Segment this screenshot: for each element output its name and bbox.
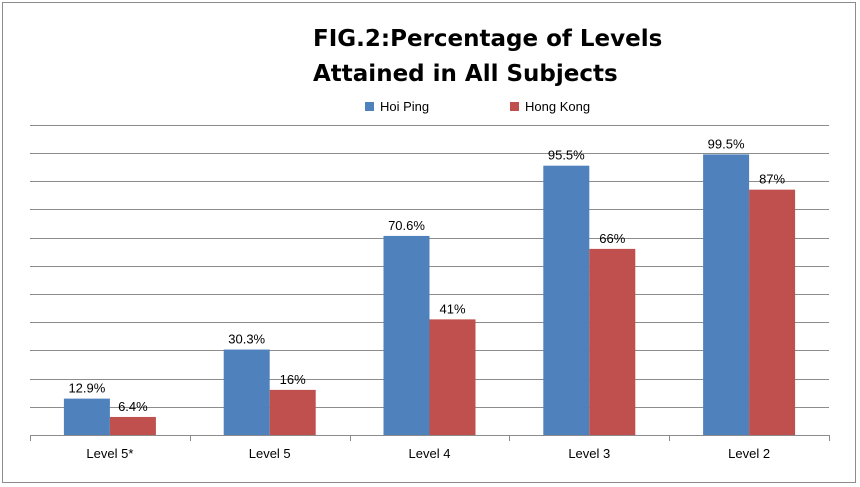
data-label-hong-kong-level-2: 87% [759, 172, 785, 187]
bar-hong-kong-level-2 [749, 189, 796, 435]
legend-item-hong-kong: Hong Kong [510, 99, 590, 114]
data-label-hoi-ping-level-4: 70.6% [388, 218, 425, 233]
bar-hong-kong-level-4 [429, 319, 476, 435]
bar-hoi-ping-level-3 [543, 165, 590, 435]
legend-label-hoi-ping: Hoi Ping [380, 99, 430, 114]
legend-label-hong-kong: Hong Kong [525, 99, 591, 114]
x-tick-label-level-4: Level 4 [409, 446, 451, 461]
bar-hoi-ping-level-5-star [63, 398, 110, 435]
data-label-hong-kong-level-5: 16% [280, 372, 306, 387]
data-label-hong-kong-level-4: 41% [439, 301, 465, 316]
chart-title-line-1: FIG.2:Percentage of Levels [313, 26, 663, 52]
x-tick-label-level-3: Level 3 [568, 446, 610, 461]
legend-swatch-hong-kong [510, 102, 519, 111]
data-label-hoi-ping-level-3: 95.5% [548, 148, 585, 163]
x-tick-label-level-5: Level 5 [249, 446, 291, 461]
data-label-hoi-ping-level-5-star: 12.9% [68, 381, 105, 396]
chart-title-line-2: Attained in All Subjects [313, 61, 618, 87]
x-tick-label-level-5-star: Level 5* [86, 446, 133, 461]
bar-hong-kong-level-5 [269, 389, 316, 435]
bar-hoi-ping-level-2 [703, 154, 750, 435]
data-label-hoi-ping-level-5: 30.3% [228, 332, 265, 347]
bar-hoi-ping-level-4 [383, 235, 430, 435]
data-label-hong-kong-level-3: 66% [599, 231, 625, 246]
data-label-hoi-ping-level-2: 99.5% [708, 136, 745, 151]
x-tick-label-level-2: Level 2 [728, 446, 770, 461]
data-label-hong-kong-level-5-star: 6.4% [118, 399, 148, 414]
bar-hong-kong-level-3 [589, 248, 636, 435]
bar-hoi-ping-level-5 [223, 349, 270, 435]
legend-item-hoi-ping: Hoi Ping [365, 99, 429, 114]
bar-hong-kong-level-5-star [109, 416, 156, 435]
legend-swatch-hoi-ping [365, 102, 374, 111]
